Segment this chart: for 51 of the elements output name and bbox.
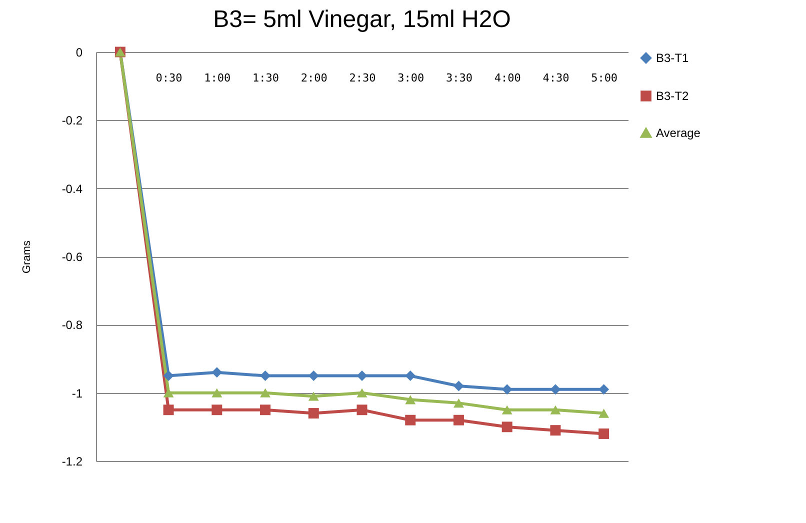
point (356, 370, 368, 382)
point (598, 408, 610, 418)
point (356, 388, 368, 398)
x-tick-label: 3:30 (446, 72, 472, 84)
point (163, 370, 174, 382)
point (598, 384, 610, 395)
x-tick-label: 1:30 (252, 72, 280, 84)
point (308, 408, 319, 419)
y-axis-title: Grams (20, 240, 33, 274)
point (212, 388, 222, 398)
legend-label: B3-T2 (656, 89, 690, 103)
x-tick-label: 5:00 (591, 72, 618, 84)
chart-title: B3= 5ml Vinegar, 15ml H2O (213, 6, 511, 33)
x-tick-label: 3:00 (398, 72, 424, 84)
y-tick-label: -0.6 (62, 250, 83, 264)
point (550, 384, 561, 395)
x-tick-label: 2:30 (349, 72, 376, 84)
y-tick-label: -1 (72, 386, 83, 400)
x-tick-label: 4:00 (494, 72, 521, 84)
point (260, 404, 271, 416)
y-tick-label: -0.8 (62, 318, 83, 332)
point (453, 414, 464, 426)
x-tick-label: 2:00 (300, 72, 328, 84)
y-tick-label: -0.4 (62, 182, 83, 196)
x-tick-label: 0:30 (156, 72, 182, 84)
y-tick-label: -0.2 (62, 114, 83, 128)
x-tick-label: 1:00 (204, 72, 231, 84)
point (502, 422, 512, 432)
point (405, 370, 416, 382)
x-tick-label: 4:30 (542, 72, 570, 84)
point (502, 384, 512, 395)
point (260, 370, 271, 382)
y-tick-label: -1.2 (62, 454, 83, 468)
point (260, 388, 271, 398)
point (308, 392, 319, 401)
y-tick-label: 0 (76, 46, 83, 60)
legend-label: Average (656, 126, 701, 140)
point (453, 398, 464, 408)
point (212, 367, 222, 378)
point (356, 404, 368, 416)
point (308, 370, 319, 382)
point (550, 425, 561, 436)
point (405, 414, 416, 426)
point (502, 405, 512, 414)
point (550, 405, 561, 414)
point (453, 380, 464, 392)
point (163, 404, 174, 416)
point (212, 404, 222, 416)
point (405, 395, 416, 404)
point (598, 428, 610, 439)
legend-label: B3-T1 (656, 51, 690, 65)
